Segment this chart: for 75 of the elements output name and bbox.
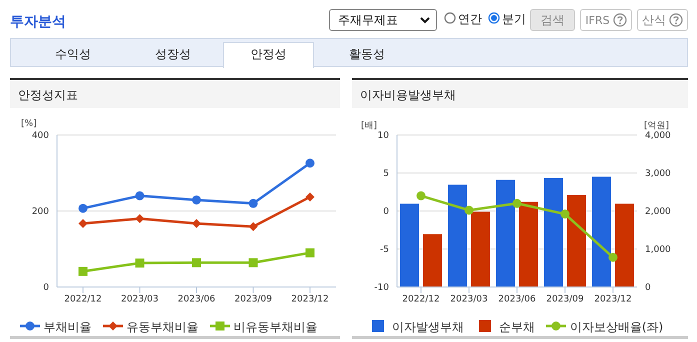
text: 분기 (501, 11, 526, 28)
y-tick-label: 0 (43, 283, 50, 294)
x-tick-label: 2022/12 (64, 294, 102, 304)
y-axis-title: [배] (361, 120, 378, 132)
bar (592, 176, 611, 287)
point (306, 192, 314, 202)
point (416, 191, 426, 200)
bar (544, 178, 563, 287)
legend-label: 비유동부채비율 (234, 320, 318, 334)
legend-label: 이자발생부채 (392, 320, 464, 334)
y2-tick-label: 2,000 (645, 207, 672, 218)
point (135, 258, 144, 268)
y2-tick-label: 3,000 (645, 169, 672, 180)
legend-label: 이자보상배율(좌) (570, 320, 664, 334)
point (306, 158, 314, 168)
point (464, 206, 474, 215)
text: 검색 (530, 9, 575, 31)
y-tick-label: 400 (32, 131, 50, 142)
y2-axis-title: [억원] (644, 120, 670, 131)
point (135, 191, 144, 200)
x-tick-label: 2023/03 (121, 294, 158, 304)
y2-tick-label: 0 (645, 283, 651, 294)
text: 주재무제표 (329, 9, 437, 31)
chart-title: 이자비용발생부채 (360, 87, 456, 104)
point (78, 219, 88, 228)
point (192, 219, 201, 228)
y-tick-label: 200 (32, 207, 50, 218)
legend-label: 부채비율 (44, 320, 92, 334)
x-tick-label: 2023/12 (291, 294, 329, 304)
point (560, 210, 570, 219)
y2-tick-label: 4,000 (645, 131, 672, 142)
text: 수익성 (54, 46, 92, 63)
x-tick-label: 2022/12 (402, 294, 440, 304)
point (248, 222, 258, 232)
point (192, 258, 201, 268)
x-tick-label: 2023/06 (498, 294, 536, 304)
x-tick-label: 2023/03 (450, 294, 488, 304)
y-tick-label: 5 (383, 169, 389, 180)
x-tick-label: 2023/06 (178, 294, 216, 304)
point (192, 195, 201, 204)
y-tick-label: 10 (378, 131, 390, 142)
x-tick-label: 2023/09 (234, 294, 272, 304)
bar (400, 204, 419, 287)
y-axis-title: [%] (21, 119, 37, 129)
bar (615, 204, 634, 287)
point (608, 252, 618, 262)
point (512, 198, 522, 208)
text: 산식 (637, 9, 688, 31)
point (248, 258, 258, 268)
text: 안정성 (250, 46, 288, 63)
y-tick-label: -10 (374, 283, 390, 294)
text: 연간 (457, 11, 482, 28)
point (248, 198, 258, 208)
text: 활동성 (348, 46, 386, 63)
text: IFRS (580, 9, 632, 31)
bar (519, 202, 538, 287)
x-tick-label: 2023/09 (546, 294, 584, 304)
legend-label: 순부채 (498, 320, 535, 334)
bar (423, 234, 442, 287)
y2-tick-label: 1,000 (645, 245, 672, 256)
text: 투자분석 (10, 13, 66, 31)
point (306, 248, 314, 258)
point (78, 266, 88, 276)
point (78, 204, 88, 213)
y-tick-label: 0 (383, 207, 390, 218)
bar (567, 195, 586, 287)
bar (496, 180, 515, 287)
bar (471, 212, 490, 287)
bar (448, 184, 467, 287)
point (135, 214, 144, 224)
text: 성장성 (154, 46, 192, 63)
y-tick-label: -5 (380, 245, 389, 256)
chart-title: 안정성지표 (18, 87, 78, 104)
x-tick-label: 2023/12 (594, 294, 632, 304)
legend-label: 유동부채비율 (126, 320, 198, 334)
